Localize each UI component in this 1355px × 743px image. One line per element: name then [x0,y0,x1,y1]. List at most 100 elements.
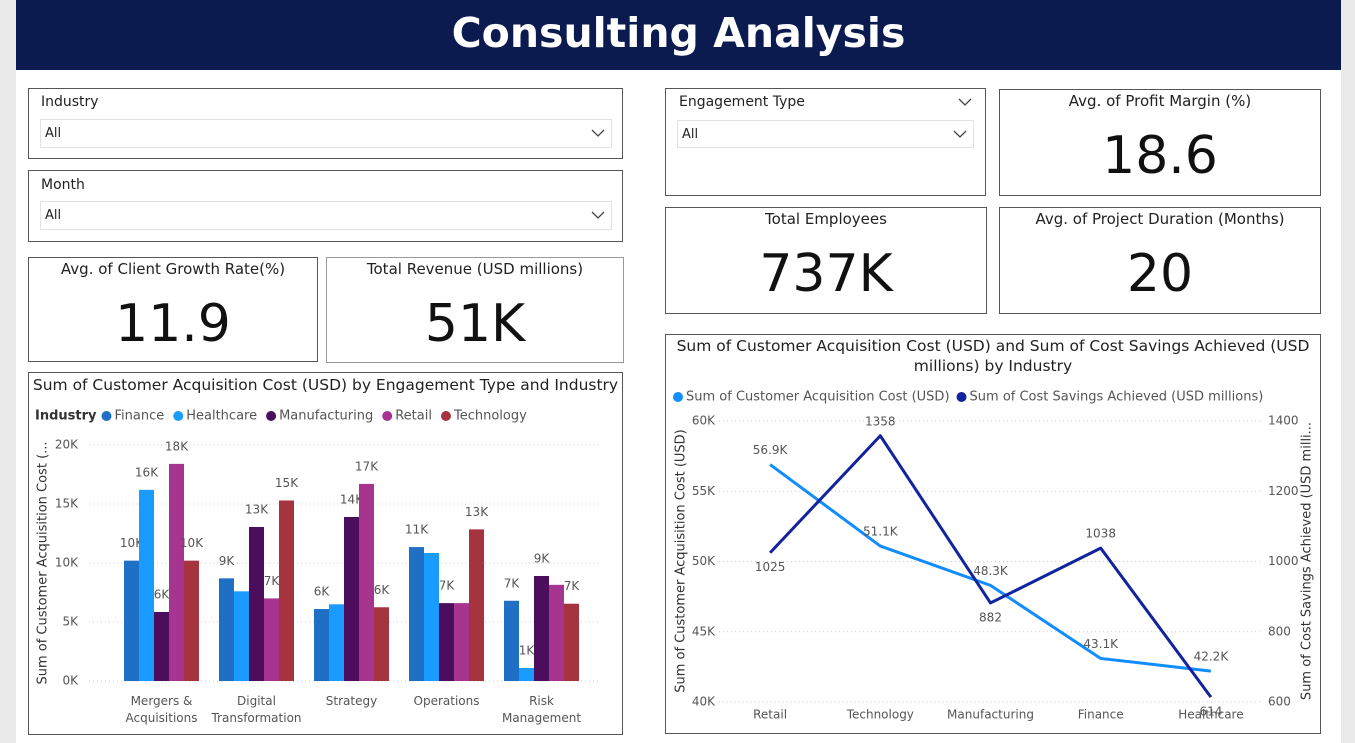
kpi-card: Total Revenue (USD millions) 51K [326,257,624,363]
y-tick-label: 45K [692,624,716,638]
data-label: 10K [120,536,144,550]
y2-tick-label: 1200 [1268,484,1299,498]
data-label: 17K [355,459,379,473]
bar [329,604,344,681]
data-label: 13K [465,505,489,519]
bar [169,463,184,681]
dropdown[interactable]: All [40,201,612,230]
line [769,434,1213,698]
legend-marker [266,411,277,421]
card-value: 20 [1126,244,1194,304]
card-title: Avg. of Project Duration (Months) [1035,210,1285,228]
y-tick-label: 0K [62,674,79,688]
y-tick-label: 40K [692,695,716,709]
data-label: 10K [180,536,204,550]
legend-label: Manufacturing [279,409,373,424]
data-label: 1K [519,644,536,658]
data-label: 48.3K [973,564,1009,578]
bar [359,483,374,681]
bar [124,560,139,681]
legend-label: Sum of Cost Savings Achieved (USD millio… [970,390,1264,405]
filter-label: Industry [41,94,99,110]
data-label: 6K [314,585,331,599]
bar-chart-panel: Sum of Customer Acquisition Cost (USD) b… [28,372,623,735]
x-tick-label: Strategy [325,694,378,708]
chart-title: Sum of Customer Acquisition Cost (USD) b… [32,376,619,394]
bar [519,668,534,681]
card-title: Avg. of Client Growth Rate(%) [60,260,286,278]
dropdown-value: All [45,126,62,141]
legend-marker [673,392,683,402]
data-label: 1025 [755,560,786,574]
data-label: 13K [245,503,269,517]
card-value: 18.6 [1102,126,1218,186]
data-label: 9K [219,554,236,568]
kpi-card: Avg. of Project Duration (Months) 20 [999,207,1321,314]
engagement-filter[interactable]: Engagement Type All [665,88,986,196]
x-tick-label: Mergers & Acquisitions [125,694,198,725]
card-value: 51K [424,294,526,354]
data-label: 42.2K [1194,650,1230,664]
y-axis-title: Sum of Customer Acquisition Cost (USD) [674,429,689,693]
dropdown[interactable]: All [677,120,974,148]
chevron [958,98,972,106]
legend-label: Finance [115,409,165,424]
y2-axis-title: Sum of Cost Savings Achieved (USD milli.… [1300,422,1315,700]
card-title: Total Revenue (USD millions) [366,260,584,278]
y-tick-label: 5K [62,615,79,629]
month-filter[interactable]: Month All [28,170,623,242]
line [769,463,1212,673]
legend-label: Technology [453,409,527,424]
bar [264,598,279,681]
y-tick-label: 55K [692,484,716,498]
bar [504,600,519,681]
data-label: 6K [154,587,171,601]
data-label: 1038 [1085,527,1116,541]
data-label: 6K [374,583,391,597]
card-title: Avg. of Profit Margin (%) [1068,92,1252,110]
chevron [591,129,605,137]
y-tick-label: 10K [55,556,79,570]
y-tick-label: 50K [692,554,716,568]
industry-filter[interactable]: Industry All [28,88,623,159]
bar [409,547,424,681]
legend-marker [382,411,393,421]
bar [154,611,169,681]
y2-tick-label: 1000 [1268,554,1299,568]
data-label: 7K [439,579,456,593]
legend-marker [956,392,967,402]
data-label: 1358 [865,414,896,428]
kpi-card: Avg. of Profit Margin (%) 18.6 [999,89,1321,196]
data-label: 11K [405,523,429,537]
chevron [591,211,605,219]
data-label: 9K [534,551,551,565]
x-tick-label: Risk Management [501,694,582,725]
bar [439,603,454,681]
bar [534,575,549,681]
bar [279,500,294,681]
x-tick-label: Retail [753,708,787,722]
bar [344,516,359,681]
line-chart-panel: Sum of Customer Acquisition Cost (USD) a… [665,334,1321,734]
data-label: 7K [564,579,581,593]
x-tick-label: Digital Transformation [211,694,302,725]
data-label: 16K [135,465,159,479]
kpi-card: Avg. of Client Growth Rate(%) 11.9 [28,257,318,362]
bar [549,584,564,681]
card-value: 737K [759,244,893,304]
data-label: 14K [340,492,364,506]
data-label: 7K [264,574,281,588]
data-label: 882 [979,610,1002,624]
legend-label: Retail [395,409,432,424]
bar-chart: 0K 5K 10K 15K 20K Sum of Customer Acquisition… [35,409,599,688]
x-tick-label: Manufacturing [947,708,1034,722]
legend-label: Sum of Customer Acquisition Cost (USD) [686,390,950,405]
bar [219,578,234,681]
dropdown-value: All [682,127,699,142]
filter-label: Engagement Type [679,94,805,110]
dropdown[interactable]: All [40,119,612,148]
chart-title: Sum of Customer Acquisition Cost (USD) a… [676,337,1310,375]
bar [249,527,264,681]
